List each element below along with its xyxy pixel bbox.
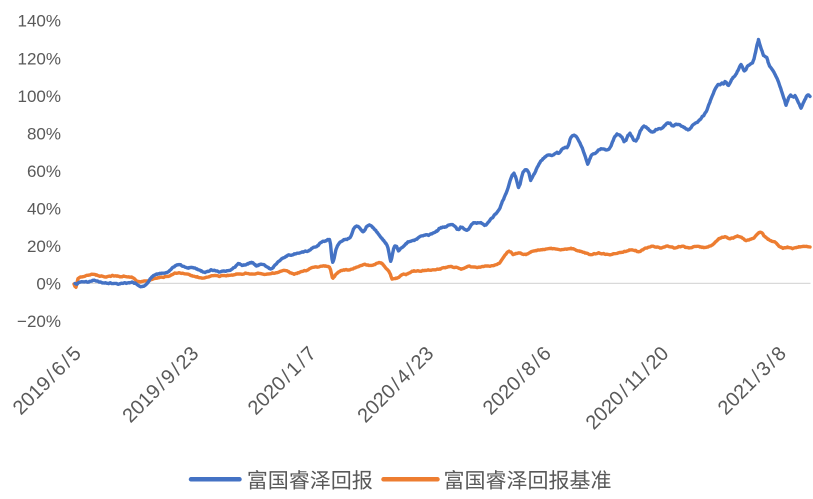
svg-text:2020/8/6: 2020/8/6 (479, 343, 556, 420)
svg-text:−20%: −20% (17, 312, 61, 331)
svg-text:100%: 100% (18, 87, 61, 106)
svg-text:2019/9/23: 2019/9/23 (119, 343, 204, 428)
svg-text:0%: 0% (36, 275, 61, 294)
svg-text:2020/4/23: 2020/4/23 (354, 343, 439, 428)
svg-text:2021/3/8: 2021/3/8 (714, 343, 791, 420)
svg-text:2020/1/7: 2020/1/7 (244, 343, 321, 420)
svg-text:20%: 20% (27, 237, 61, 256)
svg-text:80%: 80% (27, 124, 61, 143)
svg-text:40%: 40% (27, 200, 61, 219)
svg-text:2019/6/5: 2019/6/5 (9, 343, 86, 420)
svg-text:60%: 60% (27, 162, 61, 181)
svg-text:2020/11/20: 2020/11/20 (582, 343, 674, 435)
svg-text:120%: 120% (18, 49, 61, 68)
svg-text:140%: 140% (18, 12, 61, 31)
